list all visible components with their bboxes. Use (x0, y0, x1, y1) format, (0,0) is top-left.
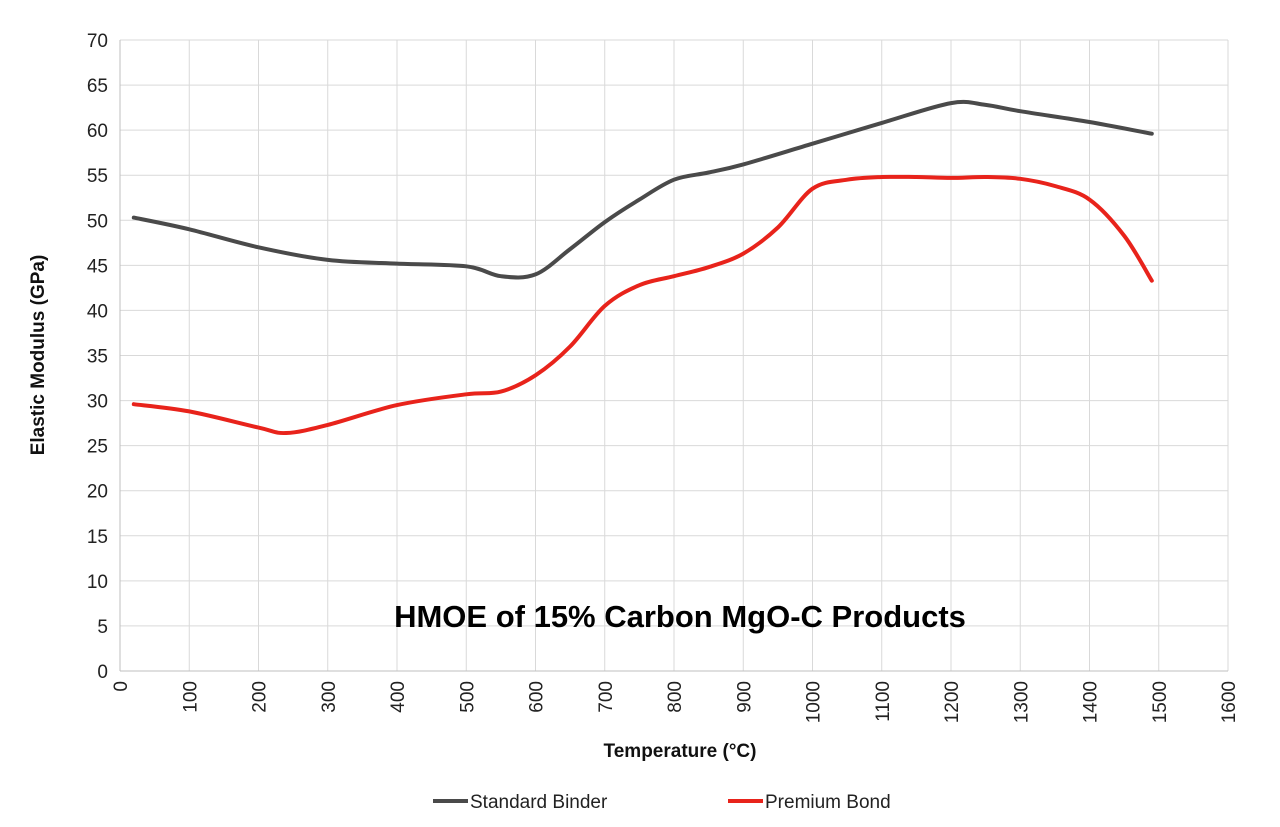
x-axis-title: Temperature (°C) (604, 741, 757, 762)
x-tick-label: 100 (180, 681, 201, 713)
x-tick-label: 1000 (804, 681, 825, 723)
y-axis-title: Elastic Modulus (GPa) (28, 255, 49, 456)
legend-label-premium-bond: Premium Bond (765, 792, 891, 813)
y-tick-label: 10 (87, 572, 108, 593)
legend: Standard Binder Premium Bond (433, 792, 891, 813)
x-tick-label: 200 (250, 681, 271, 713)
y-tick-label: 35 (87, 347, 108, 368)
x-tick-label: 400 (388, 681, 409, 713)
y-tick-label: 25 (87, 437, 108, 458)
y-tick-label: 30 (87, 392, 108, 413)
x-tick-label: 1200 (942, 681, 963, 723)
x-tick-label: 1300 (1011, 681, 1032, 723)
y-tick-label: 15 (87, 527, 108, 548)
y-tick-label: 5 (97, 617, 108, 638)
y-tick-label: 55 (87, 166, 108, 187)
x-tick-label: 900 (734, 681, 755, 713)
y-tick-label: 50 (87, 211, 108, 232)
y-tick-label: 40 (87, 301, 108, 322)
grid (119, 39, 1229, 672)
annotation: HMOE of 15% Carbon MgO-C Products (394, 599, 966, 634)
y-tick-label: 0 (97, 662, 108, 683)
y-tick-label: 70 (87, 31, 108, 52)
x-tick-label: 0 (111, 681, 132, 692)
series-layer (131, 99, 1154, 436)
x-tick-label: 1600 (1219, 681, 1240, 723)
series-line-standard-binder (131, 99, 1154, 280)
x-tick-label: 1400 (1081, 681, 1102, 723)
y-tick-label: 65 (87, 76, 108, 97)
x-tick-label: 500 (457, 681, 478, 713)
y-tick-label: 60 (87, 121, 108, 142)
series-line-premium-bond (131, 174, 1154, 436)
x-tick-label: 1100 (873, 681, 894, 722)
legend-label-standard-binder: Standard Binder (470, 792, 608, 813)
x-tick-label: 700 (596, 681, 617, 713)
y-tick-label: 20 (87, 482, 108, 503)
x-tick-label: 600 (527, 681, 548, 713)
y-tick-label: 45 (87, 256, 108, 277)
x-tick-label: 800 (665, 681, 686, 713)
x-tick-label: 1500 (1150, 681, 1171, 723)
x-tick-label: 300 (319, 681, 340, 713)
